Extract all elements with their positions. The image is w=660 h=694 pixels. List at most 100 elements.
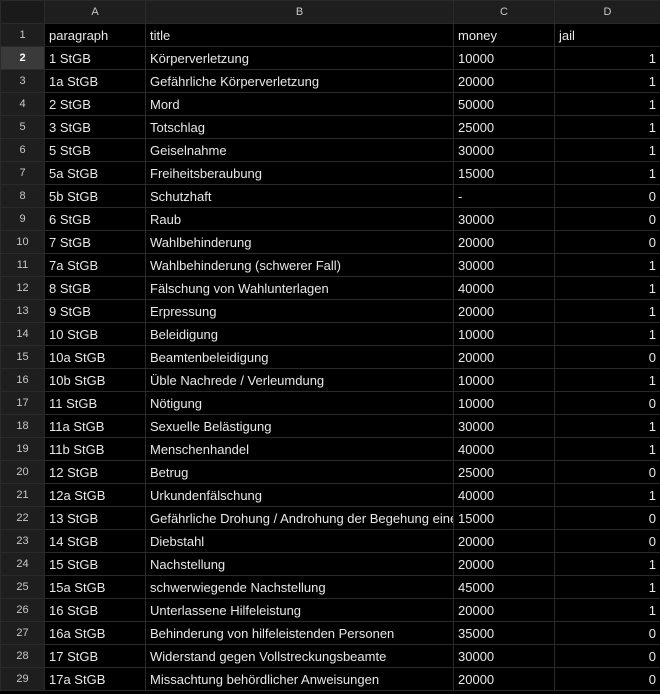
cell-title[interactable]: Widerstand gegen Vollstreckungsbeamte — [145, 644, 454, 668]
cell-title[interactable]: schwerwiegende Nachstellung — [145, 575, 454, 599]
cell-title[interactable]: Schutzhaft — [145, 184, 454, 208]
cell-title[interactable]: Diebstahl — [145, 529, 454, 553]
cell-money[interactable]: 15000 — [453, 161, 555, 185]
row-number[interactable]: 10 — [0, 230, 45, 254]
row-number[interactable]: 13 — [0, 299, 45, 323]
row-number[interactable]: 24 — [0, 552, 45, 576]
cell-money[interactable]: 30000 — [453, 644, 555, 668]
cell-paragraph[interactable]: 17 StGB — [44, 644, 146, 668]
cell-paragraph[interactable]: 10b StGB — [44, 368, 146, 392]
cell-paragraph[interactable]: 3 StGB — [44, 115, 146, 139]
cell-jail[interactable]: 1 — [554, 253, 660, 277]
row-number[interactable]: 19 — [0, 437, 45, 461]
row-number[interactable]: 1 — [0, 23, 45, 47]
cell-paragraph[interactable]: 5b StGB — [44, 184, 146, 208]
column-header-a[interactable]: A — [44, 0, 146, 24]
cell-title[interactable]: Sexuelle Belästigung — [145, 414, 454, 438]
row-number[interactable]: 11 — [0, 253, 45, 277]
cell-title[interactable]: Wahlbehinderung — [145, 230, 454, 254]
cell-money[interactable]: 20000 — [453, 598, 555, 622]
cell-b1[interactable]: title — [145, 23, 454, 47]
cell-jail[interactable]: 0 — [554, 207, 660, 231]
cell-money[interactable]: 20000 — [453, 69, 555, 93]
cell-money[interactable]: 50000 — [453, 92, 555, 116]
cell-money[interactable]: 20000 — [453, 552, 555, 576]
cell-paragraph[interactable]: 1a StGB — [44, 69, 146, 93]
cell-title[interactable]: Beamtenbeleidigung — [145, 345, 454, 369]
cell-jail[interactable]: 1 — [554, 575, 660, 599]
cell-title[interactable]: Raub — [145, 207, 454, 231]
row-number[interactable]: 18 — [0, 414, 45, 438]
cell-money[interactable]: 20000 — [453, 529, 555, 553]
cell-title[interactable]: Erpressung — [145, 299, 454, 323]
cell-money[interactable]: 10000 — [453, 368, 555, 392]
cell-paragraph[interactable]: 10a StGB — [44, 345, 146, 369]
row-number[interactable]: 20 — [0, 460, 45, 484]
cell-jail[interactable]: 1 — [554, 115, 660, 139]
row-number[interactable]: 21 — [0, 483, 45, 507]
column-header-b[interactable]: B — [145, 0, 454, 24]
cell-jail[interactable]: 0 — [554, 644, 660, 668]
cell-paragraph[interactable]: 17a StGB — [44, 667, 146, 691]
cell-paragraph[interactable]: 15 StGB — [44, 552, 146, 576]
cell-jail[interactable]: 1 — [554, 69, 660, 93]
cell-jail[interactable]: 0 — [554, 460, 660, 484]
cell-jail[interactable]: 1 — [554, 414, 660, 438]
cell-money[interactable]: 25000 — [453, 460, 555, 484]
row-number[interactable]: 7 — [0, 161, 45, 185]
cell-money[interactable]: 35000 — [453, 621, 555, 645]
cell-jail[interactable]: 0 — [554, 621, 660, 645]
select-all-corner[interactable] — [0, 0, 45, 24]
cell-jail[interactable]: 1 — [554, 368, 660, 392]
cell-money[interactable]: 40000 — [453, 276, 555, 300]
cell-money[interactable]: 30000 — [453, 138, 555, 162]
cell-paragraph[interactable]: 8 StGB — [44, 276, 146, 300]
row-number[interactable]: 6 — [0, 138, 45, 162]
cell-title[interactable]: Geiselnahme — [145, 138, 454, 162]
cell-title[interactable]: Mord — [145, 92, 454, 116]
cell-jail[interactable]: 0 — [554, 345, 660, 369]
cell-money[interactable]: 25000 — [453, 115, 555, 139]
cell-title[interactable]: Missachtung behördlicher Anweisungen — [145, 667, 454, 691]
cell-paragraph[interactable]: 12 StGB — [44, 460, 146, 484]
cell-title[interactable]: Freiheitsberaubung — [145, 161, 454, 185]
cell-jail[interactable]: 1 — [554, 138, 660, 162]
cell-jail[interactable]: 0 — [554, 667, 660, 691]
cell-jail[interactable]: 1 — [554, 437, 660, 461]
cell-money[interactable]: 15000 — [453, 506, 555, 530]
cell-title[interactable]: Fälschung von Wahlunterlagen — [145, 276, 454, 300]
row-number[interactable]: 16 — [0, 368, 45, 392]
cell-paragraph[interactable]: 15a StGB — [44, 575, 146, 599]
cell-jail[interactable]: 1 — [554, 483, 660, 507]
cell-money[interactable]: 20000 — [453, 230, 555, 254]
cell-money[interactable]: 45000 — [453, 575, 555, 599]
cell-paragraph[interactable]: 5a StGB — [44, 161, 146, 185]
cell-title[interactable]: Körperverletzung — [145, 46, 454, 70]
cell-paragraph[interactable]: 7 StGB — [44, 230, 146, 254]
cell-paragraph[interactable]: 12a StGB — [44, 483, 146, 507]
cell-jail[interactable]: 0 — [554, 391, 660, 415]
cell-title[interactable]: Urkundenfälschung — [145, 483, 454, 507]
row-number[interactable]: 12 — [0, 276, 45, 300]
cell-title[interactable]: Üble Nachrede / Verleumdung — [145, 368, 454, 392]
cell-paragraph[interactable]: 13 StGB — [44, 506, 146, 530]
row-number[interactable]: 14 — [0, 322, 45, 346]
cell-a1[interactable]: paragraph — [44, 23, 146, 47]
column-header-d[interactable]: D — [554, 0, 660, 24]
cell-paragraph[interactable]: 2 StGB — [44, 92, 146, 116]
cell-c1[interactable]: money — [453, 23, 555, 47]
cell-title[interactable]: Nötigung — [145, 391, 454, 415]
cell-paragraph[interactable]: 5 StGB — [44, 138, 146, 162]
cell-jail[interactable]: 0 — [554, 184, 660, 208]
cell-paragraph[interactable]: 9 StGB — [44, 299, 146, 323]
cell-money[interactable]: 10000 — [453, 391, 555, 415]
cell-money[interactable]: 40000 — [453, 437, 555, 461]
cell-jail[interactable]: 0 — [554, 230, 660, 254]
cell-paragraph[interactable]: 11 StGB — [44, 391, 146, 415]
cell-jail[interactable]: 1 — [554, 161, 660, 185]
row-number[interactable]: 27 — [0, 621, 45, 645]
cell-title[interactable]: Gefährliche Körperverletzung — [145, 69, 454, 93]
row-number[interactable]: 9 — [0, 207, 45, 231]
cell-paragraph[interactable]: 11a StGB — [44, 414, 146, 438]
row-number[interactable]: 23 — [0, 529, 45, 553]
